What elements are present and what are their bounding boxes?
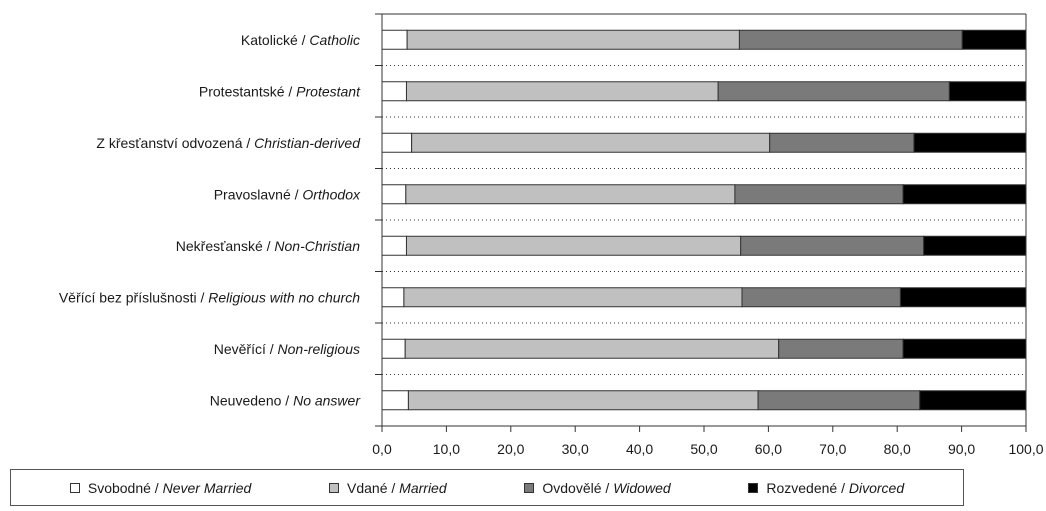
category-label-orthodox: Pravoslavné / Orthodox	[214, 186, 361, 202]
category-label-no-answer: Neuvedeno / No answer	[210, 392, 362, 408]
bar-divorced-catholic	[961, 29, 1027, 50]
x-tick-label: 100,0	[1008, 441, 1043, 457]
legend-item-widowed: Ovdovělé / Widowed	[524, 479, 671, 496]
bar-never-married-christian-derived	[381, 132, 413, 153]
bar-widowed-religious-with-no-church	[741, 287, 901, 308]
bar-divorced-no-answer	[919, 390, 1027, 411]
bar-widowed-catholic	[738, 29, 963, 50]
legend-label-divorced: Rozvedené / Divorced	[766, 479, 905, 496]
bar-divorced-non-religious	[902, 338, 1027, 359]
x-tick-label: 60,0	[755, 441, 782, 457]
x-tick-label: 0,0	[372, 441, 392, 457]
bar-divorced-protestant	[948, 81, 1027, 102]
bar-widowed-protestant	[717, 81, 950, 102]
bar-divorced-orthodox	[902, 184, 1027, 205]
x-tick-label: 70,0	[819, 441, 846, 457]
bar-never-married-non-religious	[381, 338, 406, 359]
legend-swatch-never-married	[69, 482, 80, 493]
x-tick-label: 90,0	[948, 441, 975, 457]
category-label-christian-derived: Z křesťanství odvozená / Christian-deriv…	[96, 135, 361, 151]
legend-label-widowed: Ovdovělé / Widowed	[542, 479, 671, 496]
bar-never-married-orthodox	[381, 184, 407, 205]
x-tick-label: 20,0	[497, 441, 524, 457]
bar-married-catholic	[406, 29, 740, 50]
bar-widowed-orthodox	[734, 184, 904, 205]
bar-married-non-religious	[404, 338, 780, 359]
bar-never-married-non-christian	[381, 235, 407, 256]
category-label-non-religious: Nevěřící / Non-religious	[214, 341, 360, 357]
bar-divorced-christian-derived	[913, 132, 1027, 153]
legend-item-never-married: Svobodné / Never Married	[69, 479, 252, 496]
legend-item-divorced: Rozvedené / Divorced	[748, 480, 904, 496]
bar-divorced-religious-with-no-church	[899, 287, 1027, 308]
x-tick-label: 30,0	[562, 441, 589, 457]
x-tick-label: 40,0	[626, 441, 653, 457]
bar-widowed-non-religious	[778, 338, 904, 359]
bar-married-orthodox	[405, 184, 736, 205]
chart-legend: Svobodné / Never Married Vdané / Married…	[10, 469, 964, 506]
x-tick-label: 80,0	[884, 441, 911, 457]
bar-married-religious-with-no-church	[403, 287, 743, 308]
bar-never-married-religious-with-no-church	[381, 287, 405, 308]
x-tick-label: 10,0	[433, 441, 460, 457]
bar-married-protestant	[405, 81, 719, 102]
bar-widowed-no-answer	[757, 390, 921, 411]
category-label-catholic: Katolické / Catholic	[241, 32, 360, 48]
bar-never-married-catholic	[381, 29, 408, 50]
bar-widowed-non-christian	[740, 235, 925, 256]
category-label-religious-with-no-church: Věřící bez příslušnosti / Religious with…	[59, 289, 360, 305]
legend-label-never-married: Svobodné / Never Married	[87, 479, 252, 496]
category-label-non-christian: Nekřesťanské / Non-Christian	[176, 238, 360, 254]
bar-married-non-christian	[405, 235, 742, 256]
legend-swatch-widowed	[524, 482, 535, 493]
bar-divorced-non-christian	[923, 235, 1027, 256]
bar-married-no-answer	[407, 390, 759, 411]
x-tick-label: 50,0	[690, 441, 717, 457]
category-label-protestant: Protestantské / Protestant	[199, 83, 361, 99]
bar-married-christian-derived	[411, 132, 771, 153]
bar-never-married-no-answer	[381, 390, 409, 411]
bar-never-married-protestant	[381, 81, 407, 102]
legend-item-married: Vdané / Married	[329, 480, 447, 496]
legend-label-married: Vdané / Married	[347, 479, 447, 496]
legend-swatch-married	[329, 482, 340, 493]
bar-widowed-christian-derived	[769, 132, 915, 153]
legend-swatch-divorced	[748, 482, 759, 493]
